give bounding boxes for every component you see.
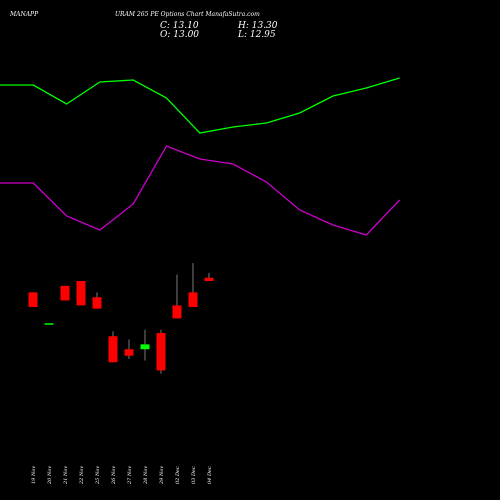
- candle-body: [76, 281, 86, 306]
- candle-body: [156, 333, 166, 371]
- candle-4: [92, 292, 102, 309]
- candle-body: [60, 285, 70, 301]
- candle-body: [124, 349, 134, 356]
- close-value: C: 13.10: [160, 21, 199, 31]
- x-tick-label: 29 Nov: [159, 466, 165, 485]
- low-value: L: 12.95: [238, 30, 276, 40]
- candle-6: [124, 339, 134, 359]
- indicator-line-green: [0, 77, 400, 134]
- x-tick-label: 27 Nov: [127, 466, 133, 485]
- ticker-label: MANAPP: [10, 11, 39, 18]
- candle-3: [76, 281, 86, 306]
- candle-7: [140, 329, 150, 361]
- x-tick-label: 02 Dec: [175, 466, 181, 484]
- candle-10: [188, 263, 198, 307]
- x-tick-label: 26 Nov: [111, 466, 117, 485]
- candle-body: [188, 292, 198, 307]
- candle-body: [92, 297, 102, 309]
- x-tick-label: 04 Dec: [207, 466, 213, 484]
- candle-body: [172, 305, 182, 319]
- x-tick-label: 03 Dec: [191, 466, 197, 484]
- x-axis-labels: 19 Nov 20 Nov 21 Nov 22 Nov 25 Nov 26 Nov 27 N…: [31, 466, 213, 485]
- candle-5: [108, 331, 118, 363]
- candle-2: [60, 285, 70, 301]
- indicator-lines: [0, 77, 401, 236]
- candles-group: [28, 263, 214, 374]
- indicator-line-purple: [0, 145, 401, 236]
- x-tick-label: 28 Nov: [143, 466, 149, 485]
- candle-0: [28, 292, 38, 307]
- x-tick-label: 22 Nov: [79, 466, 85, 485]
- candle-11: [204, 272, 214, 281]
- candle-body: [140, 344, 150, 350]
- x-tick-label: 20 Nov: [47, 466, 53, 485]
- chart-title: URAM 265 PE Options Chart ManafaSutra.co…: [115, 11, 260, 18]
- x-tick-label: 25 Nov: [95, 466, 101, 485]
- candle-body: [28, 292, 38, 307]
- candle-8: [156, 329, 166, 374]
- x-tick-label: 19 Nov: [31, 466, 37, 484]
- x-tick-label: 21 Nov: [63, 466, 69, 485]
- open-value: O: 13.00: [160, 30, 200, 40]
- candle-1: [44, 323, 54, 325]
- candle-body: [108, 336, 118, 363]
- candle-9: [172, 274, 182, 319]
- high-value: H: 13.30: [238, 21, 278, 31]
- candle-body: [44, 323, 54, 325]
- candle-body: [204, 277, 214, 281]
